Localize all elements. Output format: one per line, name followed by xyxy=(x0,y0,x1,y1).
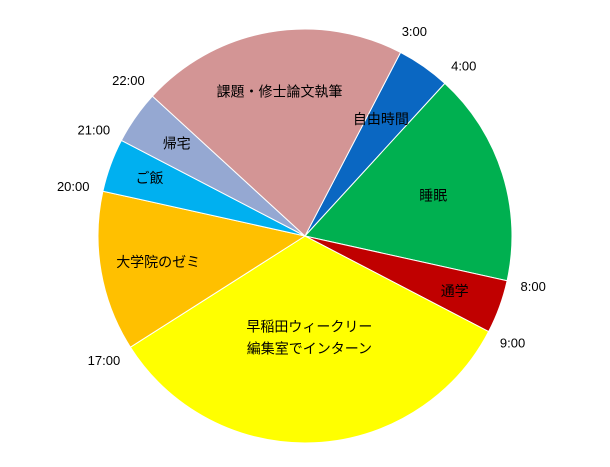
slice-1-label: 睡眠 xyxy=(419,189,447,205)
slice-2-label: 通学 xyxy=(441,284,469,300)
pie-slices xyxy=(97,28,513,444)
slice-3-label-line: 早稲田ウィークリー xyxy=(246,319,372,335)
time-label-2000: 20:00 xyxy=(57,179,90,194)
time-label-2100: 21:00 xyxy=(78,122,111,137)
slice-5-label: ご飯 xyxy=(136,170,164,187)
time-label-1700: 17:00 xyxy=(88,353,121,368)
slice-0-label: 自由時間 xyxy=(353,112,409,128)
slice-4-label-line: 大学院のゼミ xyxy=(116,255,200,271)
slice-2-label-line: 通学 xyxy=(441,284,469,300)
slice-7-label: 課題・修士論文執筆 xyxy=(217,84,343,100)
slice-7 xyxy=(151,28,402,237)
slice-1 xyxy=(304,82,513,282)
slice-1-label-line: 睡眠 xyxy=(419,189,447,205)
slice-4-label: 大学院のゼミ xyxy=(116,255,200,271)
time-label-900: 9:00 xyxy=(500,336,525,351)
slice-3 xyxy=(129,235,490,444)
slice-5-label-line: ご飯 xyxy=(136,170,164,187)
time-label-400: 4:00 xyxy=(451,59,476,74)
slice-7-label-line: 課題・修士論文執筆 xyxy=(217,84,343,100)
slice-6-label-line: 帰宅 xyxy=(163,135,191,152)
slice-3-label: 早稲田ウィークリー編集室でインターン xyxy=(246,319,372,357)
time-labels: 3:00 4:00 8:00 9:00 17:00 20:00 21:00 22:00 xyxy=(57,24,546,368)
slice-3-label-line: 編集室でインターン xyxy=(247,340,372,357)
slice-6-label: 帰宅 xyxy=(163,135,191,152)
slice-0-label-line: 自由時間 xyxy=(353,112,409,128)
time-label-2200: 22:00 xyxy=(112,73,145,88)
slice-4 xyxy=(97,190,307,348)
time-label-300: 3:00 xyxy=(402,24,427,39)
time-label-800: 8:00 xyxy=(521,279,546,294)
